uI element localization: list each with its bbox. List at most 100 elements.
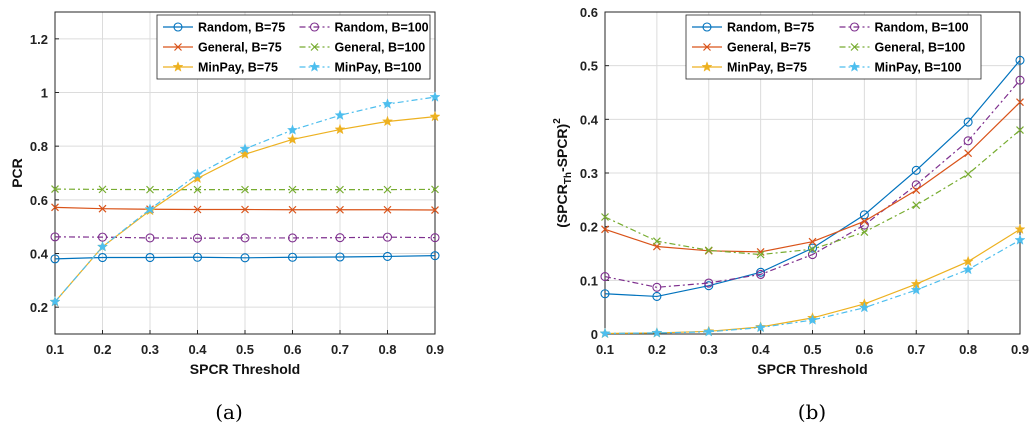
legend-marker <box>309 22 320 32</box>
legend-marker <box>174 43 182 51</box>
data-point <box>239 143 251 154</box>
legend-label: MinPay, B=75 <box>198 61 278 75</box>
legend-marker <box>702 22 712 32</box>
data-point <box>97 252 108 263</box>
data-point <box>859 210 869 220</box>
legend-marker <box>701 61 713 72</box>
data-point <box>241 205 249 214</box>
y-tick-label: 0.5 <box>580 59 598 74</box>
x-tick-label: 0.6 <box>283 342 301 357</box>
legend-marker <box>849 61 860 72</box>
data-point <box>430 233 440 243</box>
legend-label: General, B=75 <box>727 41 811 55</box>
data-point <box>963 136 973 146</box>
y-tick-label: 0.6 <box>30 193 48 208</box>
data-point <box>808 237 817 246</box>
series-line <box>604 79 1021 288</box>
data-point <box>651 327 663 338</box>
x-tick-label: 0.4 <box>188 342 207 357</box>
data-point <box>601 213 609 221</box>
data-point <box>601 225 609 234</box>
series-random-b-75 <box>600 55 1025 301</box>
data-point <box>429 91 441 102</box>
data-point <box>704 281 714 291</box>
sublabel-b: (b) <box>798 400 826 424</box>
x-tick-label: 0.4 <box>752 342 771 357</box>
series-line <box>604 239 1021 335</box>
data-point <box>51 185 59 194</box>
data-point <box>807 243 818 253</box>
data-point <box>652 291 662 301</box>
series-general-b-75 <box>601 98 1024 256</box>
series-general-b-100 <box>601 126 1024 259</box>
data-point <box>431 185 439 194</box>
chart-a-group: 0.1 0.2 0.3 0.4 0.5 0.6 0.7 0.8 0.9 0.2 0.4 0.6 0.8 1… <box>9 11 444 377</box>
y-tick-label: 0.2 <box>30 300 48 315</box>
series-line <box>54 96 436 303</box>
y-tick-label: 0.4 <box>580 112 599 127</box>
data-point <box>145 252 155 263</box>
legend-label: General, B=100 <box>335 41 426 55</box>
x-tick-label: 0.1 <box>46 342 64 357</box>
data-point <box>192 233 203 243</box>
data-point <box>1014 234 1026 245</box>
x-axis-label: SPCR Threshold <box>190 361 300 377</box>
data-point <box>964 149 973 158</box>
data-point <box>383 185 392 194</box>
data-point <box>382 251 393 262</box>
series-line <box>604 59 1021 298</box>
data-point <box>756 250 765 259</box>
data-point <box>336 205 344 214</box>
y-tick-label: 1 <box>41 86 48 101</box>
data-point <box>1015 55 1025 65</box>
data-point <box>1016 98 1024 107</box>
data-point <box>383 205 392 214</box>
x-tick-label: 0.2 <box>648 342 666 357</box>
data-point <box>704 278 714 288</box>
chart-b-group: 0.1 0.2 0.3 0.4 0.5 0.6 0.7 0.8 0.900.10.20.30.4… <box>552 5 1029 377</box>
data-point <box>335 252 345 262</box>
data-point <box>431 206 439 214</box>
data-point <box>51 203 59 212</box>
data-point <box>756 269 766 279</box>
data-point <box>807 250 818 260</box>
legend: Random, B=75 Random, B=100 General, B=75 Ge… <box>685 14 982 80</box>
data-point <box>962 255 974 267</box>
data-point <box>287 133 298 145</box>
data-point <box>382 98 393 109</box>
data-point <box>912 186 921 195</box>
data-point <box>193 185 202 194</box>
data-point <box>652 237 661 246</box>
data-point <box>755 321 767 333</box>
data-point <box>858 301 870 313</box>
x-tick-label: 0.9 <box>1011 342 1029 357</box>
data-point <box>1015 75 1025 85</box>
legend-marker <box>172 61 184 72</box>
data-point <box>910 284 922 295</box>
x-tick-label: 0.3 <box>700 342 718 357</box>
legend-label: Random, B=75 <box>198 21 285 35</box>
x-tick-label: 0.5 <box>236 342 254 357</box>
data-point <box>382 232 393 242</box>
legend-box <box>156 14 431 80</box>
series-line <box>54 255 436 260</box>
legend: Random, B=75 Random, B=100 General, B=75 Ge… <box>156 14 431 80</box>
legend-label: MinPay, B=100 <box>875 61 962 75</box>
data-point <box>49 296 61 307</box>
x-tick-label: 0.7 <box>331 342 349 357</box>
data-point <box>1014 223 1026 235</box>
data-point <box>192 252 203 262</box>
data-point <box>429 110 441 122</box>
y-tick-label: 0.6 <box>580 5 598 20</box>
y-tick-label: 0.4 <box>30 247 49 262</box>
y-tick-label: 0.2 <box>580 220 598 235</box>
data-point <box>192 168 203 180</box>
data-point <box>239 148 251 159</box>
x-tick-label: 0.3 <box>141 342 159 357</box>
data-point <box>240 233 250 243</box>
data-point <box>336 185 344 194</box>
data-point <box>145 233 155 243</box>
data-point <box>240 253 250 263</box>
data-point <box>335 233 345 243</box>
